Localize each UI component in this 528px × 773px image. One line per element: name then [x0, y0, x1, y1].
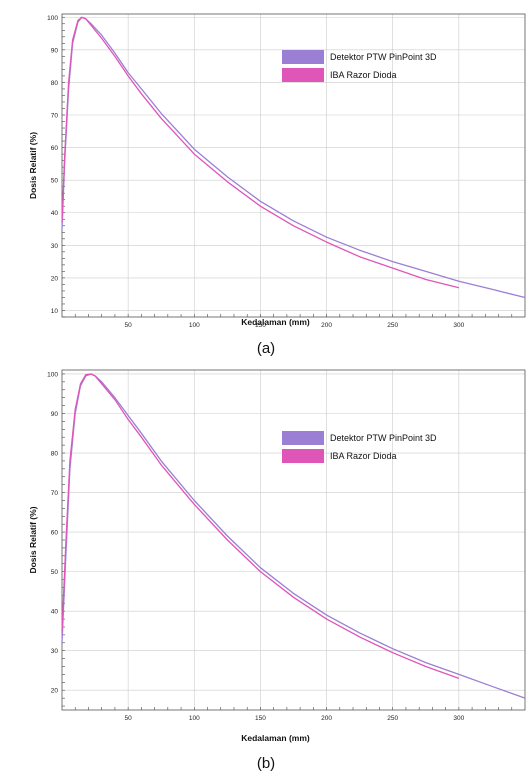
- y-axis-label: Dosis Relatif (%): [28, 132, 38, 199]
- x-tick-label: 250: [387, 715, 398, 722]
- y-axis-label: Dosis Relatif (%): [28, 506, 38, 573]
- y-tick-label: 40: [51, 210, 59, 217]
- y-tick-label: 30: [51, 243, 59, 250]
- y-tick-label: 20: [51, 688, 59, 695]
- x-tick-label: 150: [255, 322, 266, 329]
- y-tick-label: 80: [51, 451, 59, 458]
- legend-label: Detektor PTW PinPoint 3D: [330, 433, 437, 443]
- x-tick-label: 250: [387, 322, 398, 329]
- y-tick-label: 100: [47, 371, 58, 378]
- legend-swatch: [282, 68, 324, 82]
- legend-swatch: [282, 50, 324, 64]
- x-tick-label: 300: [453, 715, 464, 722]
- x-tick-label: 100: [189, 715, 200, 722]
- x-axis-label: Kedalaman (mm): [241, 733, 310, 743]
- y-tick-label: 90: [51, 411, 59, 418]
- y-tick-label: 50: [51, 569, 59, 576]
- legend-swatch: [282, 449, 324, 463]
- y-tick-label: 60: [51, 145, 59, 152]
- plot-area: [62, 370, 525, 710]
- figure-caption: (b): [257, 755, 275, 772]
- x-tick-label: 50: [125, 322, 133, 329]
- legend-label: IBA Razor Dioda: [330, 70, 397, 80]
- chart-a: 50 100 150 200 250 300 10 20 30 40 50 60 70 80 90 100 Ke…: [28, 13, 526, 357]
- plot-area: [62, 14, 525, 317]
- y-tick-label: 70: [51, 113, 59, 120]
- y-tick-label: 80: [51, 80, 59, 87]
- y-tick-label: 20: [51, 275, 59, 282]
- figure-caption: (a): [257, 340, 275, 357]
- y-tick-label: 40: [51, 609, 59, 616]
- y-tick-label: 100: [47, 15, 58, 22]
- legend-swatch: [282, 431, 324, 445]
- legend-label: IBA Razor Dioda: [330, 451, 397, 461]
- chart-b: 50 100 150 200 250 300 20 30 40 50 60 70 80 90 100 Keda…: [28, 369, 526, 772]
- y-tick-label: 60: [51, 530, 59, 537]
- x-tick-label: 200: [321, 715, 332, 722]
- y-tick-label: 50: [51, 178, 59, 185]
- series-line-iba-razor: [61, 373, 460, 680]
- y-tick-label: 90: [51, 47, 59, 54]
- legend-label: Detektor PTW PinPoint 3D: [330, 52, 437, 62]
- plot-frame: [61, 369, 526, 711]
- x-tick-label: 50: [125, 715, 133, 722]
- x-tick-label: 150: [255, 715, 266, 722]
- plot-frame: [61, 13, 526, 318]
- y-tick-label: 70: [51, 490, 59, 497]
- x-axis-label: Kedalaman (mm): [241, 317, 310, 327]
- x-tick-label: 100: [189, 322, 200, 329]
- x-tick-label: 200: [321, 322, 332, 329]
- x-tick-label: 300: [453, 322, 464, 329]
- y-tick-label: 30: [51, 648, 59, 655]
- y-tick-label: 10: [51, 308, 59, 315]
- series-line-iba-razor: [61, 16, 460, 289]
